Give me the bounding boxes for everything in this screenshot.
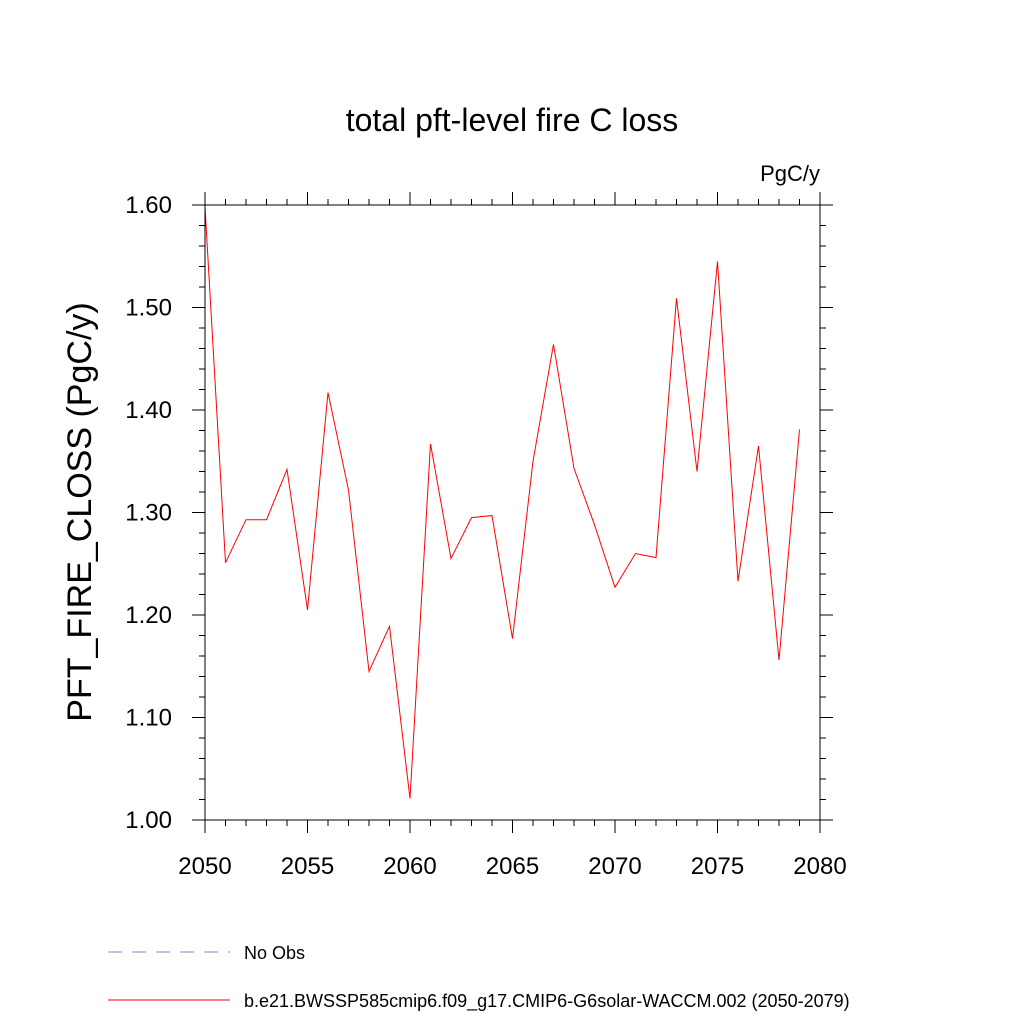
x-tick-labels: 2050 2055 2060 2065 2070 2075 2080 (178, 853, 846, 880)
y-tick-label: 1.40 (125, 397, 172, 424)
legend-label-model: b.e21.BWSSP585cmip6.f09_g17.CMIP6-G6sola… (244, 991, 850, 1012)
y-tick-label: 1.00 (125, 807, 172, 834)
series-layer (204, 206, 800, 799)
y-axis-label: PFT_FIRE_CLOSS (PgC/y) (61, 302, 99, 721)
legend-label-no-obs: No Obs (244, 943, 305, 963)
y-tick-label: 1.20 (125, 602, 172, 629)
y-tick-labels: 1.00 1.10 1.20 1.30 1.40 1.50 1.60 (125, 192, 172, 834)
x-tick-label: 2065 (486, 853, 539, 880)
chart-title: total pft-level fire C loss (346, 102, 679, 138)
units-label: PgC/y (760, 161, 820, 186)
y-tick-label: 1.60 (125, 192, 172, 219)
x-tick-label: 2055 (281, 853, 334, 880)
major-ticks (192, 192, 833, 833)
minor-ticks (199, 199, 826, 826)
y-tick-label: 1.30 (125, 500, 172, 527)
x-tick-label: 2050 (178, 853, 231, 880)
plot-frame (204, 204, 821, 821)
series-line-1 (204, 206, 800, 799)
legend: No Obs b.e21.BWSSP585cmip6.f09_g17.CMIP6… (108, 943, 850, 1012)
y-tick-label: 1.10 (125, 705, 172, 732)
x-tick-label: 2075 (691, 853, 744, 880)
x-tick-label: 2080 (793, 853, 846, 880)
x-tick-label: 2060 (383, 853, 436, 880)
y-tick-label: 1.50 (125, 295, 172, 322)
x-tick-label: 2070 (588, 853, 641, 880)
